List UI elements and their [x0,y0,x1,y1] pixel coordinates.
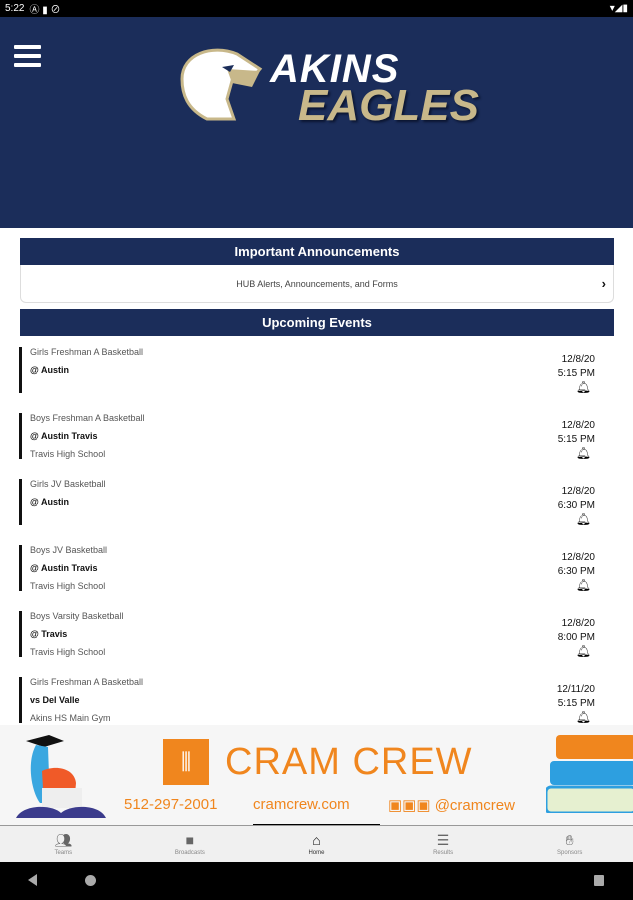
event-opponent: @ Travis [30,629,68,639]
event-row[interactable]: Girls Freshman A Basketball @ Austin 12/… [0,345,633,411]
tab-home[interactable]: ⌂ Home [253,826,380,862]
events-list: Girls Freshman A Basketball @ Austin 12/… [0,345,633,741]
tab-label: Results [433,850,454,856]
event-date: 12/8/20 [561,552,595,563]
event-opponent: @ Austin Travis [30,431,98,441]
event-location: Travis High School [30,449,106,459]
event-opponent: @ Austin Travis [30,563,98,573]
event-opponent: @ Austin [30,365,69,375]
social-icons: ▣▣▣ [388,797,435,814]
event-opponent: @ Austin [30,497,69,507]
cram-crew-logo-icon: ⫼ [163,739,209,785]
event-time: 8:00 PM [557,632,595,643]
event-accent-bar [19,479,22,525]
recents-icon[interactable] [594,875,604,886]
notification-icons: Ⓐ ▮ ⊘ [29,5,61,16]
event-category: Girls Freshman A Basketball [30,347,144,357]
announcements-header: Important Announcements [20,238,614,265]
event-category: Boys JV Basketball [30,545,108,555]
status-time: 5:22 [5,3,25,14]
android-nav-bar [0,862,633,900]
status-bar: 5:22 Ⓐ ▮ ⊘ ▾◢▮ [0,0,633,17]
books-illustration [546,735,633,813]
event-date: 12/8/20 [561,354,595,365]
event-date: 12/8/20 [561,486,595,497]
home-circle-icon[interactable] [85,875,96,886]
tab-sponsors[interactable]: ✋︎ Sponsors [506,826,633,862]
event-location: Travis High School [30,647,106,657]
back-icon[interactable] [28,874,37,886]
bottom-tab-bar: 👥︎ Teams ■ Broadcasts ⌂ Home ☰ Results ✋︎ Sponsor… [0,825,633,862]
event-date: 12/8/20 [561,618,595,629]
announcements-link[interactable]: HUB Alerts, Announcements, and Forms › [20,265,614,303]
bell-icon[interactable]: 🔔︎ [575,380,591,394]
ad-phone: 512-297-2001 [124,796,218,813]
event-time: 5:15 PM [557,368,595,379]
upcoming-events-header: Upcoming Events [20,309,614,336]
logo-akins: AKINS [270,47,400,91]
ad-social-handle: @cramcrew [434,797,515,814]
event-row[interactable]: Boys Freshman A Basketball @ Austin Trav… [0,411,633,477]
chevron-right-icon: › [601,276,606,291]
akins-eagles-logo: AKINS EAGLES [172,39,482,130]
bell-icon[interactable]: 🔔︎ [575,644,591,658]
event-opponent: vs Del Valle [30,695,80,705]
event-accent-bar [19,611,22,657]
users-icon: 👥︎ [54,832,73,848]
event-accent-bar [19,545,22,591]
sponsor-ad-banner[interactable]: ⫼ CRAM CREW 512-297-2001 cramcrew.com ▣▣… [0,725,633,825]
event-accent-bar [19,677,22,723]
event-date: 12/11/20 [556,684,595,695]
announcements-link-label: HUB Alerts, Announcements, and Forms [236,278,398,289]
bell-icon[interactable]: 🔔︎ [575,578,591,592]
tab-broadcasts[interactable]: ■ Broadcasts [127,826,254,862]
event-date: 12/8/20 [561,420,595,431]
bell-icon[interactable]: 🔔︎ [575,512,591,526]
bell-icon[interactable]: 🔔︎ [575,446,591,460]
ad-brand: CRAM CREW [225,741,473,783]
event-time: 6:30 PM [557,566,595,577]
event-row[interactable]: Boys Varsity Basketball @ Travis Travis … [0,609,633,675]
eagle-icon [180,48,263,121]
bell-icon[interactable]: 🔔︎ [575,710,591,724]
tab-label: Home [308,850,325,856]
home-icon: ⌂ [312,832,321,848]
event-category: Boys Varsity Basketball [30,611,124,621]
event-row[interactable]: Girls JV Basketball @ Austin 12/8/20 6:3… [0,477,633,543]
ad-social: ▣▣▣ @cramcrew [388,796,515,814]
tab-label: Broadcasts [174,850,205,856]
tab-teams[interactable]: 👥︎ Teams [0,826,127,862]
list-icon: ☰ [436,832,450,848]
student-illustration [16,735,106,818]
tab-label: Sponsors [556,850,583,856]
event-row[interactable]: Boys JV Basketball @ Austin Travis Travi… [0,543,633,609]
event-category: Girls JV Basketball [30,479,106,489]
header: AKINS EAGLES [0,17,633,228]
tab-results[interactable]: ☰ Results [380,826,507,862]
logo-eagles: EAGLES [298,81,479,130]
tab-label: Teams [54,850,73,856]
event-accent-bar [19,413,22,459]
event-location: Akins HS Main Gym [30,713,111,723]
event-category: Boys Freshman A Basketball [30,413,145,423]
event-time: 6:30 PM [557,500,595,511]
event-time: 5:15 PM [557,434,595,445]
video-icon: ■ [185,832,195,848]
event-accent-bar [19,347,22,393]
ad-website: cramcrew.com [253,796,350,813]
wifi-battery-icon: ▾◢▮ [609,3,628,14]
event-category: Girls Freshman A Basketball [30,677,144,687]
event-row[interactable]: Girls Freshman A Basketball vs Del Valle… [0,675,633,741]
event-location: Travis High School [30,581,106,591]
handshake-icon: ✋︎ [565,832,574,848]
hamburger-menu-icon[interactable] [14,45,41,67]
event-time: 5:15 PM [557,698,595,709]
